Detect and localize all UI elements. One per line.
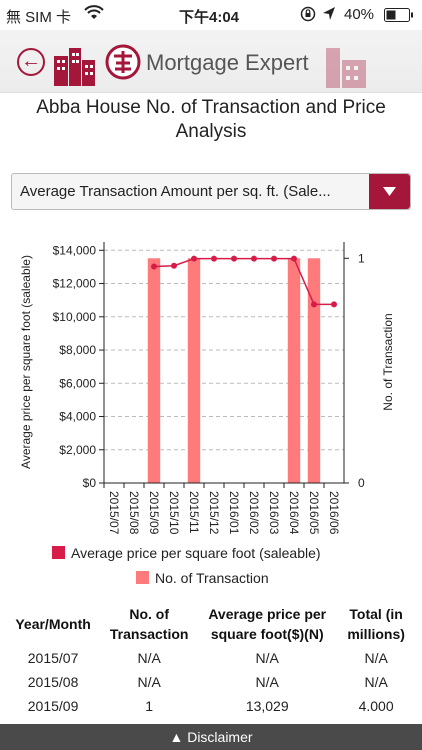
transaction-bars xyxy=(147,258,321,483)
y2-axis-label: No. of Transaction xyxy=(381,313,395,410)
price-point[interactable] xyxy=(251,255,257,262)
price-point[interactable] xyxy=(331,301,337,308)
caret-up-icon: ▲ xyxy=(169,729,184,745)
cell-total: N/A xyxy=(364,674,388,690)
legend-swatch-transactions xyxy=(136,571,149,584)
table-row: 2015/07 N/A N/A N/A xyxy=(6,646,416,670)
metric-dropdown[interactable]: Average Transaction Amount per sq. ft. (… xyxy=(11,173,411,210)
price-line xyxy=(151,255,337,308)
orientation-lock-icon xyxy=(300,6,316,26)
legend-label-price: Average price per square foot (saleable) xyxy=(71,545,321,561)
header-no-transaction: No. of Transaction xyxy=(109,606,189,642)
wifi-icon xyxy=(84,5,104,25)
x-tick-label: 2016/01 xyxy=(227,491,241,535)
x-tick-label: 2016/02 xyxy=(247,491,261,535)
legend-label-transactions: No. of Transaction xyxy=(155,570,269,586)
legend-item-transactions[interactable]: No. of Transaction xyxy=(136,570,269,588)
price-line-path xyxy=(153,257,334,306)
price-point[interactable] xyxy=(211,255,217,262)
cell-avg-price: 13,029 xyxy=(245,698,289,714)
dropdown-toggle-button[interactable] xyxy=(369,174,410,209)
cell-avg-price: N/A xyxy=(255,674,279,690)
x-tick-label: 2015/08 xyxy=(127,491,141,535)
location-icon xyxy=(322,6,336,26)
transaction-bar[interactable] xyxy=(187,258,201,483)
y-tick-label: $0 xyxy=(83,476,97,490)
transaction-bar[interactable] xyxy=(307,258,321,483)
price-point[interactable] xyxy=(171,262,177,269)
x-tick-label: 2015/07 xyxy=(107,491,121,535)
chart-axes xyxy=(99,242,349,488)
faded-buildings-icon xyxy=(322,44,370,93)
chevron-down-icon xyxy=(383,187,396,196)
legend-item-price[interactable]: Average price per square foot (saleable) xyxy=(52,545,321,563)
x-tick-label: 2016/05 xyxy=(307,491,321,535)
cell-total: N/A xyxy=(364,650,388,666)
y-axis-label: Average price per square foot (saleable) xyxy=(19,255,33,469)
x-tick-label: 2016/04 xyxy=(287,491,301,535)
y2-tick-label: 0 xyxy=(358,476,365,490)
table-row: 2015/08 N/A N/A N/A xyxy=(6,670,416,694)
header-year-month: Year/Month xyxy=(15,616,91,632)
app-title: Mortgage Expert xyxy=(146,50,309,75)
cell-year-month: 2015/09 xyxy=(27,698,79,714)
clock: 下午4:04 xyxy=(179,9,240,26)
status-bar: 無 SIM 卡 下午4:04 40% xyxy=(0,0,422,30)
y-tick-label: $8,000 xyxy=(59,343,96,357)
price-point[interactable] xyxy=(231,255,237,262)
price-point[interactable] xyxy=(311,301,317,308)
disclaimer-bar[interactable]: ▲ Disclaimer xyxy=(0,724,422,750)
y-tick-label: $4,000 xyxy=(59,410,96,424)
x-tick-label: 2015/09 xyxy=(147,491,161,535)
transaction-bar[interactable] xyxy=(287,258,301,483)
legend-swatch-price xyxy=(52,546,65,559)
tick-labels: $0 $2,000 $4,000 $6,000 $8,000 $10,000 $12,000… xyxy=(53,243,365,534)
cell-year-month: 2015/08 xyxy=(27,674,79,690)
y-tick-label: $2,000 xyxy=(59,443,96,457)
disclaimer-label: Disclaimer xyxy=(187,729,253,745)
transaction-table: Year/Month No. of Transaction Average pr… xyxy=(6,602,416,718)
x-tick-label: 2016/03 xyxy=(267,491,281,535)
dropdown-selected-value: Average Transaction Amount per sq. ft. (… xyxy=(20,183,331,200)
table-row: 2015/09 1 13,029 4.000 xyxy=(6,694,416,718)
battery-icon xyxy=(384,8,414,26)
y-tick-label: $6,000 xyxy=(59,376,96,390)
cell-no-transaction: 1 xyxy=(145,698,154,714)
table-header-row: Year/Month No. of Transaction Average pr… xyxy=(6,602,416,646)
y-tick-label: $14,000 xyxy=(53,243,97,257)
app-header: ← Mortgage Expert xyxy=(0,30,422,93)
price-point[interactable] xyxy=(151,263,157,270)
header-avg-price: Average price per square foot($)(N) xyxy=(208,606,327,642)
y-tick-label: $10,000 xyxy=(53,310,97,324)
page-title-line1: Abba House No. of Transaction and Price xyxy=(36,97,386,118)
brand-logo-icon xyxy=(105,44,141,85)
x-tick-label: 2016/06 xyxy=(327,491,341,535)
x-tick-label: 2015/11 xyxy=(187,491,201,534)
back-button[interactable]: ← xyxy=(17,48,45,76)
chart-grid xyxy=(104,249,344,451)
carrier-label: 無 SIM 卡 xyxy=(6,9,72,26)
header-total: Total (in millions) xyxy=(347,606,405,642)
price-point[interactable] xyxy=(271,255,277,262)
x-tick-label: 2015/10 xyxy=(167,491,181,535)
page-title-line2: Analysis xyxy=(175,121,247,142)
cell-avg-price: N/A xyxy=(255,650,279,666)
price-point[interactable] xyxy=(291,255,297,262)
transaction-bar[interactable] xyxy=(147,258,161,483)
transaction-price-chart: $0 $2,000 $4,000 $6,000 $8,000 $10,000 $12,000… xyxy=(19,242,395,535)
buildings-icon xyxy=(52,46,96,91)
cell-no-transaction: N/A xyxy=(137,674,161,690)
back-arrow-icon: ← xyxy=(21,50,41,72)
x-tick-label: 2015/12 xyxy=(207,491,221,535)
page-title: Abba House No. of Transaction and Price … xyxy=(0,96,422,144)
cell-total: 4.000 xyxy=(358,698,394,714)
cell-no-transaction: N/A xyxy=(137,650,161,666)
y-tick-label: $12,000 xyxy=(53,277,97,291)
price-point[interactable] xyxy=(191,255,197,262)
y2-tick-label: 1 xyxy=(358,251,365,265)
cell-year-month: 2015/07 xyxy=(27,650,79,666)
battery-percent: 40% xyxy=(344,6,375,23)
